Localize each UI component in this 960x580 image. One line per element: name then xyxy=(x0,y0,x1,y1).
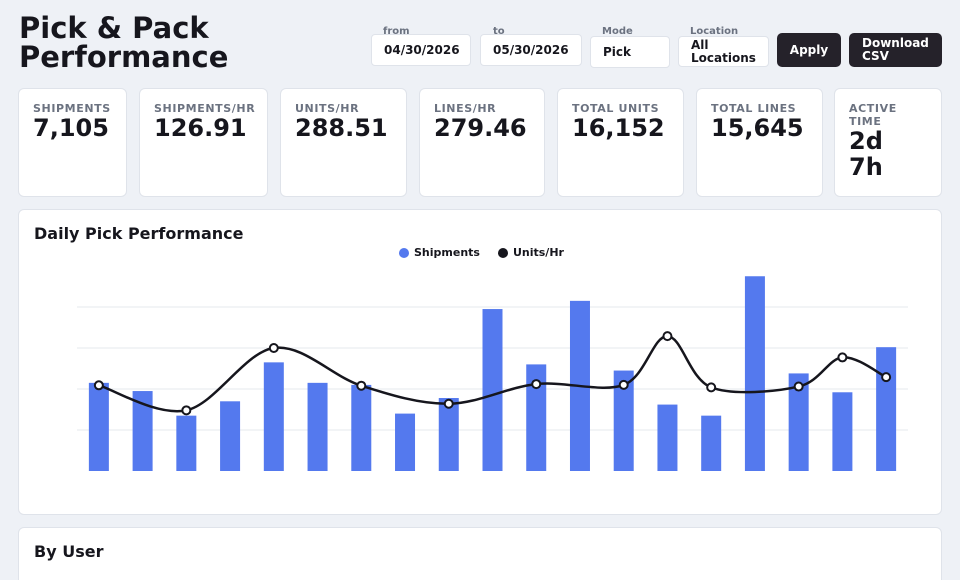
shipments-bar[interactable] xyxy=(876,347,897,471)
location-label: Location xyxy=(690,26,739,37)
stat-label: SHIPMENTS/HR xyxy=(154,102,256,115)
mode-select[interactable]: Pick xyxy=(590,36,670,68)
from-date-input[interactable]: 04/30/2026 xyxy=(371,34,471,66)
units-per-hr-point[interactable] xyxy=(837,352,848,363)
stat-card-total-lines: TOTAL LINES 15,645 xyxy=(696,88,823,197)
units-per-hr-point[interactable] xyxy=(93,380,104,391)
shipments-bar[interactable] xyxy=(613,370,634,471)
to-date-input[interactable]: 05/30/2026 xyxy=(480,34,582,66)
stat-label: UNITS/HR xyxy=(295,102,360,115)
stat-value: 279.46 xyxy=(434,114,527,142)
location-select[interactable]: All Locations xyxy=(678,36,769,67)
stat-card-shipments: SHIPMENTS 7,105 xyxy=(18,88,127,197)
shipments-bar[interactable] xyxy=(220,401,241,471)
mode-label: Mode xyxy=(602,26,633,37)
shipments-bar[interactable] xyxy=(701,415,722,471)
daily-pick-chart xyxy=(77,276,908,471)
download-csv-button[interactable]: Download CSV xyxy=(849,33,942,67)
units-per-hr-point[interactable] xyxy=(793,381,804,392)
stat-card-units-per-hr: UNITS/HR 288.51 xyxy=(280,88,407,197)
chart-legend: Shipments Units/Hr xyxy=(399,246,564,259)
legend-item-units-per-hr[interactable]: Units/Hr xyxy=(497,246,564,259)
units-per-hr-point[interactable] xyxy=(531,379,542,390)
stat-value: 16,152 xyxy=(572,114,665,142)
units-per-hr-point[interactable] xyxy=(356,380,367,391)
legend-label-shipments: Shipments xyxy=(414,246,480,259)
shipments-bar[interactable] xyxy=(307,382,328,471)
units-per-hr-point[interactable] xyxy=(181,405,192,416)
stat-label: LINES/HR xyxy=(434,102,497,115)
by-user-title: By User xyxy=(34,542,104,561)
stat-label: SHIPMENTS xyxy=(33,102,111,115)
units-per-hr-point[interactable] xyxy=(268,343,279,353)
shipments-bar[interactable] xyxy=(657,404,678,471)
to-label: to xyxy=(493,26,505,37)
stat-value: 15,645 xyxy=(711,114,804,142)
from-label: from xyxy=(383,26,410,37)
stat-value: 2d 7h xyxy=(849,127,883,181)
page-title: Pick & Pack Performance xyxy=(19,11,229,74)
shipments-bar[interactable] xyxy=(395,413,416,471)
shipments-bar[interactable] xyxy=(88,382,109,471)
units-per-hr-point[interactable] xyxy=(443,398,454,409)
stat-value: 288.51 xyxy=(295,114,388,142)
units-per-hr-point[interactable] xyxy=(618,379,629,390)
shipments-bar[interactable] xyxy=(482,309,503,471)
shipments-bar[interactable] xyxy=(832,392,853,471)
stat-label: ACTIVE TIME xyxy=(849,102,897,128)
shipments-bar[interactable] xyxy=(744,276,765,471)
legend-item-shipments[interactable]: Shipments xyxy=(399,246,480,259)
stat-card-lines-per-hr: LINES/HR 279.46 xyxy=(419,88,545,197)
shipments-bar[interactable] xyxy=(351,384,372,471)
shipments-bar[interactable] xyxy=(263,362,284,471)
stat-value: 7,105 xyxy=(33,114,109,142)
chart-title: Daily Pick Performance xyxy=(34,224,244,243)
legend-label-units-per-hr: Units/Hr xyxy=(512,246,564,259)
shipments-bar[interactable] xyxy=(438,398,459,471)
stat-label: TOTAL UNITS xyxy=(572,102,660,115)
units-per-hr-point[interactable] xyxy=(706,382,717,393)
legend-swatch-units-per-hr xyxy=(497,247,508,258)
stat-card-total-units: TOTAL UNITS 16,152 xyxy=(557,88,684,197)
shipments-bar[interactable] xyxy=(788,373,809,471)
legend-swatch-shipments xyxy=(399,247,409,258)
shipments-bar[interactable] xyxy=(526,364,547,471)
shipments-bar[interactable] xyxy=(132,391,153,471)
shipments-bar[interactable] xyxy=(176,415,197,471)
by-user-panel: By User xyxy=(18,527,942,580)
units-per-hr-point[interactable] xyxy=(881,372,892,383)
stat-card-active-time: ACTIVE TIME 2d 7h xyxy=(834,88,942,197)
stat-label: TOTAL LINES xyxy=(711,102,797,115)
chart-panel: Daily Pick Performance Shipments Units/H… xyxy=(18,209,942,515)
stat-value: 126.91 xyxy=(154,114,247,142)
apply-button[interactable]: Apply xyxy=(777,33,841,67)
stat-card-shipments-per-hr: SHIPMENTS/HR 126.91 xyxy=(139,88,268,197)
units-per-hr-point[interactable] xyxy=(662,331,673,342)
